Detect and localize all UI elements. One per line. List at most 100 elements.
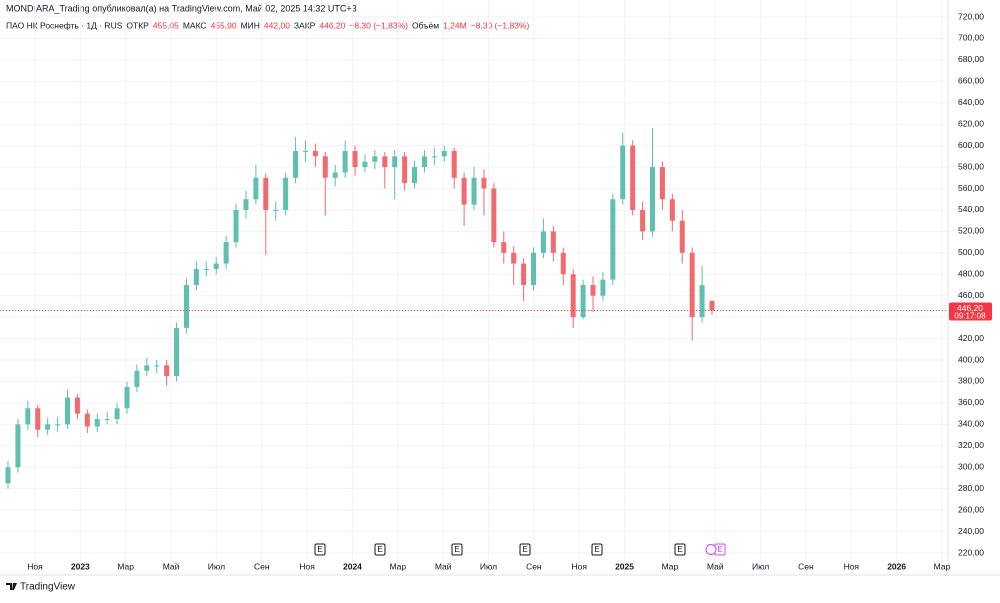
legend-item: МАКС <box>183 20 207 30</box>
candle-body <box>74 397 80 414</box>
candle-body <box>382 156 388 168</box>
candle-body <box>45 424 51 430</box>
candle-body <box>253 177 259 200</box>
x-tick-label: Сен <box>798 561 814 571</box>
candle-body <box>233 209 239 243</box>
y-tick-label: 660,00 <box>958 76 984 86</box>
y-tick-label: 340,00 <box>958 419 984 429</box>
candle-body <box>134 370 140 387</box>
candle-body <box>213 263 219 269</box>
candle-body <box>640 209 646 232</box>
x-tick-label: Мар <box>117 561 134 571</box>
candle-body <box>600 279 606 296</box>
candle-body <box>560 252 566 275</box>
price-tag-value: 446,20 <box>957 303 983 313</box>
event-marker <box>314 543 326 556</box>
event-marker-label: E <box>677 545 682 554</box>
y-tick-label: 460,00 <box>958 290 984 300</box>
y-tick-label: 320,00 <box>958 440 984 450</box>
candle-body <box>659 167 665 200</box>
candle-body <box>689 252 695 318</box>
y-tick-label: 420,00 <box>958 333 984 343</box>
x-tick-label: 2026 <box>887 561 906 571</box>
candle-body <box>64 397 70 425</box>
candle-body <box>35 408 41 430</box>
event-marker-label: E <box>317 545 322 554</box>
x-tick-label: Сен <box>526 561 542 571</box>
candle-body <box>610 199 616 280</box>
legend: ПАО НК Роснефть · 1Д · RUS ОТКР 455,05 МАКС… <box>6 20 529 30</box>
candle-body <box>362 161 368 168</box>
candle-body <box>699 285 705 318</box>
price-tag <box>949 302 992 321</box>
x-tick-label: Мар <box>934 561 951 571</box>
candle-body <box>124 386 130 409</box>
candle-body <box>302 151 308 152</box>
candle-body <box>372 156 378 162</box>
y-tick-label: 360,00 <box>958 397 984 407</box>
candle-body <box>273 209 279 211</box>
candle-body <box>531 252 537 285</box>
legend-item: ОТКР <box>126 20 149 30</box>
candle-body <box>392 156 398 168</box>
y-tick-label: 600,00 <box>958 140 984 150</box>
candle-body <box>491 188 497 243</box>
x-tick-label: 2023 <box>71 561 90 571</box>
candle-body <box>55 424 61 426</box>
candle-body <box>451 151 457 178</box>
event-marker-label: E <box>522 545 527 554</box>
x-tick-label: Май <box>707 561 724 571</box>
x-tick-label: 2024 <box>343 561 362 571</box>
y-tick-label: 580,00 <box>958 161 984 171</box>
x-tick-label: 2025 <box>615 561 634 571</box>
y-tick-label: 500,00 <box>958 247 984 257</box>
y-tick-label: 560,00 <box>958 183 984 193</box>
x-tick-label: Ноя <box>299 561 315 571</box>
candle-body <box>620 145 626 200</box>
candle-body <box>84 413 90 427</box>
candle-body <box>183 285 189 328</box>
candle-body <box>471 177 477 205</box>
legend-item: −8,30 (−1,83%) <box>349 20 408 30</box>
legend-item: ПАО НК Роснефть · 1Д · RUS <box>6 20 123 30</box>
legend-item: 442,00 <box>264 20 290 30</box>
candle-body <box>511 252 517 264</box>
candle-body <box>412 167 418 184</box>
candle-body <box>521 263 527 285</box>
candle-body <box>322 156 328 178</box>
x-tick-label: Ноя <box>844 561 860 571</box>
brand-logo <box>6 583 17 590</box>
candle-body <box>144 365 150 371</box>
legend-item: 455,90 <box>211 20 237 30</box>
y-tick-label: 680,00 <box>958 54 984 64</box>
candle-body <box>679 220 685 253</box>
x-tick-label: Июл <box>752 561 769 571</box>
x-tick-label: Май <box>163 561 180 571</box>
x-tick-label: Мар <box>389 561 406 571</box>
legend-item: 1,24M <box>443 20 467 30</box>
candle-body <box>481 177 487 189</box>
y-tick-label: 220,00 <box>958 547 984 557</box>
candle-body <box>203 268 209 270</box>
y-tick-label: 240,00 <box>958 526 984 536</box>
y-tick-label: 540,00 <box>958 204 984 214</box>
x-tick-label: Июл <box>480 561 497 571</box>
candle-body <box>501 242 507 253</box>
event-marker-label: E <box>454 545 459 554</box>
candle-body <box>669 199 675 221</box>
candle-body <box>630 145 636 210</box>
y-tick-label: 700,00 <box>958 33 984 43</box>
candle-body <box>5 467 11 484</box>
candle-body <box>174 327 180 377</box>
candle-body <box>114 408 120 419</box>
candle-body <box>550 231 556 253</box>
y-tick-label: 380,00 <box>958 376 984 386</box>
candle-body <box>590 285 596 296</box>
legend-item: Объём <box>412 20 439 30</box>
candle-body <box>15 424 21 468</box>
event-marker-label: E <box>717 545 722 554</box>
candle-body <box>263 177 269 210</box>
candle-body <box>570 274 576 318</box>
y-tick-label: 720,00 <box>958 11 984 21</box>
